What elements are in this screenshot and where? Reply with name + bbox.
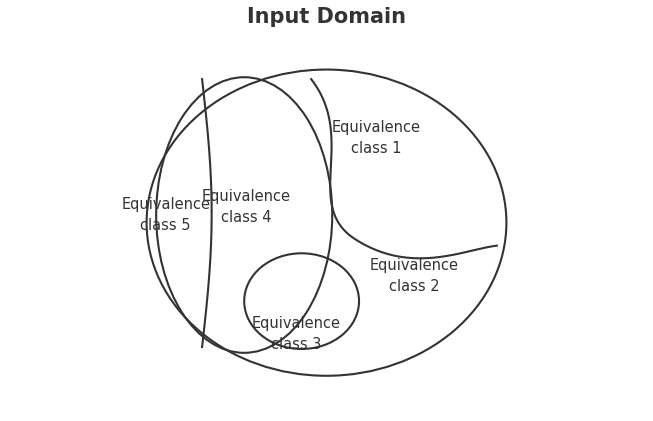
- Text: Equivalence
class 3: Equivalence class 3: [251, 316, 340, 352]
- Title: Input Domain: Input Domain: [247, 7, 406, 27]
- Text: Equivalence
class 2: Equivalence class 2: [370, 258, 459, 294]
- Text: Equivalence
class 4: Equivalence class 4: [202, 189, 291, 225]
- Text: Equivalence
class 5: Equivalence class 5: [121, 197, 210, 233]
- Text: Equivalence
class 1: Equivalence class 1: [332, 120, 421, 157]
